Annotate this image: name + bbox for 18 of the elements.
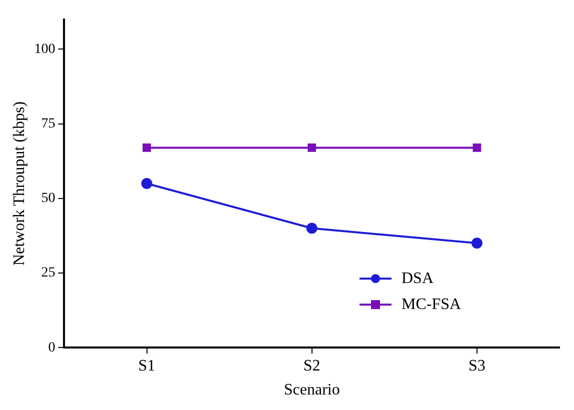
point xyxy=(471,238,482,249)
point xyxy=(472,144,482,152)
point xyxy=(142,144,151,152)
x-axis-title: Scenario xyxy=(284,382,340,399)
y-axis-title: Network Throuput (kbps) xyxy=(10,101,28,266)
y-tick-label: 100 xyxy=(34,42,56,57)
legend-label: DSA xyxy=(402,270,434,287)
point xyxy=(141,178,152,189)
x-tick-label: S2 xyxy=(303,357,320,374)
y-tick-label: 75 xyxy=(41,116,56,132)
x-tick-label: S3 xyxy=(468,357,486,374)
point xyxy=(306,222,318,234)
y-tick-label: 25 xyxy=(41,266,56,281)
point xyxy=(308,144,316,152)
y-tick-label: 0 xyxy=(48,340,56,356)
x-tick-label: S1 xyxy=(138,357,156,374)
y-tick-label: 50 xyxy=(41,191,56,206)
legend-label: MC-FSA xyxy=(402,296,462,313)
